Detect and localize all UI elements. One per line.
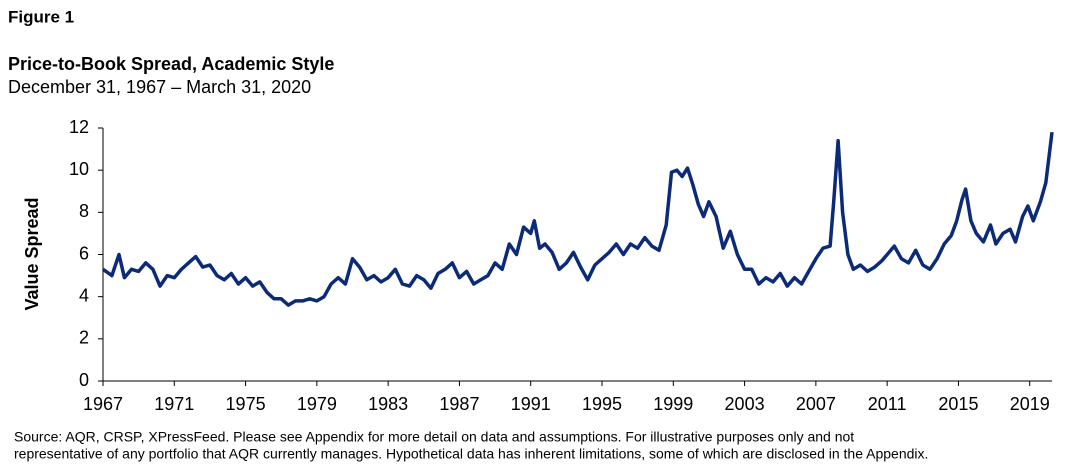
chart-title: Price-to-Book Spread, Academic Style [8,54,334,74]
y-tick-label: 2 [79,328,89,348]
x-tick-label: 1975 [226,394,266,414]
chart-subtitle: December 31, 1967 – March 31, 2020 [8,77,311,97]
x-tick-label: 1987 [439,394,479,414]
x-tick-label: 2011 [868,394,907,414]
x-tick-label: 1995 [582,394,622,414]
y-tick-label: 12 [69,117,89,137]
y-tick-label: 6 [79,243,89,263]
x-tick-label: 1991 [511,394,551,414]
y-tick-label: 10 [69,159,89,179]
x-tick-label: 1979 [297,394,337,414]
source-note: representative of any portfolio that AQR… [14,446,928,462]
x-tick-label: 1967 [83,394,123,414]
y-tick-label: 4 [79,285,89,305]
x-tick-label: 1983 [368,394,408,414]
x-tick-label: 1971 [154,394,194,414]
y-tick-label: 0 [79,370,89,390]
y-axis-label: Value Spread [22,197,42,310]
data-line [101,131,1054,307]
x-tick-label: 2007 [796,394,836,414]
x-tick-label: 1999 [653,394,693,414]
y-tick-label: 8 [79,201,89,221]
x-tick-label: 2015 [938,394,978,414]
x-tick-label: 2003 [725,394,765,414]
figure-label: Figure 1 [8,7,74,26]
x-tick-label: 2019 [1010,394,1050,414]
source-note: Source: AQR, CRSP, XPressFeed. Please se… [14,429,854,445]
